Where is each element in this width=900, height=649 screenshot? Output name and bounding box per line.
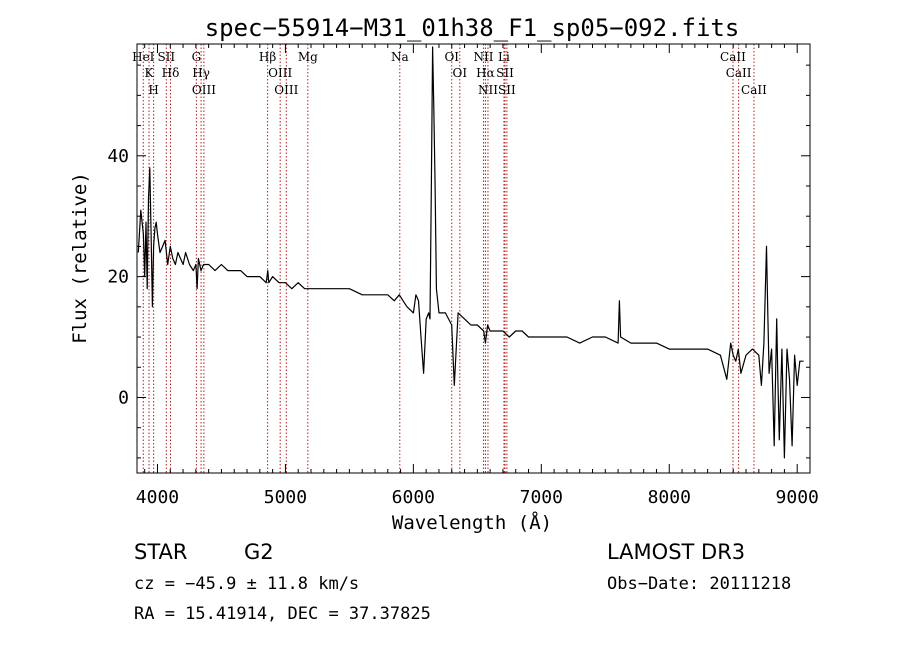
plot-frame	[136, 43, 811, 474]
x-tick-label-0: 4000	[136, 487, 179, 508]
line-label-0-7: OIII	[192, 83, 216, 97]
line-label-0-3: SII	[157, 50, 175, 64]
x-tick-label-3: 7000	[520, 487, 563, 508]
obs-date: Obs−Date: 20111218	[607, 574, 791, 594]
line-label-0-4: Hδ	[162, 66, 180, 80]
line-label-0-18: Li	[498, 50, 510, 64]
class-label: STAR	[134, 540, 187, 564]
line-label-0-11: Mg	[298, 50, 318, 64]
y-tick-label-0: 0	[118, 387, 129, 408]
line-label-0-12: Na	[391, 50, 409, 64]
line-label-0-6: Hγ	[192, 66, 210, 80]
line-label-0-21: CaII	[720, 50, 746, 64]
spectral-line-labels: HeI KH SII Hδ G Hγ OIII Hβ OIII OIII Mg Na OI OI NII Hα…	[132, 50, 767, 97]
line-label-0-0: HeI	[132, 50, 155, 64]
line-label-0-13: OI	[444, 50, 459, 64]
coordinates-text: RA = 15.41914, DEC = 37.37825	[134, 604, 431, 624]
x-tick-label-2: 6000	[392, 487, 435, 508]
y-tick-label-2: 40	[107, 146, 129, 167]
line-label-0-16: Hα	[476, 66, 495, 80]
line-label-0-5: G	[192, 50, 202, 64]
line-label-0-9: OIII	[268, 66, 292, 80]
line-label-0-14: OI	[453, 66, 468, 80]
line-label-0-10: OIII	[274, 83, 298, 97]
subclass-label: G2	[244, 540, 274, 564]
line-label-0-8: Hβ	[259, 50, 276, 64]
line-label-0-19: SII	[496, 66, 514, 80]
line-label-0-23: CaII	[741, 83, 767, 97]
y-axis-ticks: 0 20 40	[107, 64, 810, 459]
line-label-0-1: K	[145, 66, 155, 80]
y-tick-label-1: 20	[107, 267, 129, 288]
cz-text: cz = −45.9 ± 11.8 km/s	[134, 574, 359, 594]
y-axis-label: Flux (relative)	[69, 172, 91, 344]
survey-label: LAMOST DR3	[607, 540, 745, 564]
line-label-0-22: CaII	[726, 66, 752, 80]
x-axis-ticks: 4000 5000 6000 7000 8000 9000	[136, 44, 819, 508]
chart-title: spec−55914−M31_01h38_F1_sp05−092.fits	[205, 14, 740, 42]
x-axis-label: Wavelength (Å)	[392, 511, 552, 534]
line-label-0-17: NII	[478, 83, 498, 97]
x-tick-label-4: 8000	[648, 487, 691, 508]
x-tick-label-5: 9000	[776, 487, 819, 508]
spectrum-series-line	[137, 46, 804, 459]
x-tick-label-1: 5000	[264, 487, 307, 508]
line-label-0-2: H	[148, 83, 158, 97]
spectral-line-markers	[142, 44, 755, 473]
line-label-0-15: NII	[473, 50, 493, 64]
line-label-0-20: SII	[498, 83, 516, 97]
